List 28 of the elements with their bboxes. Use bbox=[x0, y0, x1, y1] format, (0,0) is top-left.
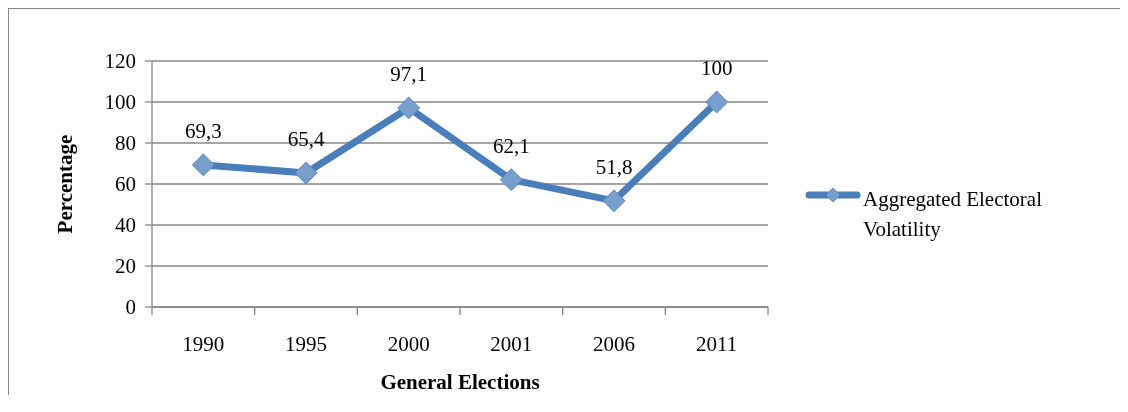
data-label: 65,4 bbox=[287, 126, 325, 151]
data-label: 62,1 bbox=[492, 133, 530, 158]
x-tick-label: 1995 bbox=[285, 331, 327, 356]
data-label: 69,3 bbox=[184, 118, 222, 143]
y-tick-label: 60 bbox=[115, 172, 136, 197]
data-label: 97,1 bbox=[390, 61, 428, 86]
x-axis-title: General Elections bbox=[380, 370, 540, 394]
data-label: 51,8 bbox=[595, 154, 633, 179]
x-tick-label: 1990 bbox=[182, 331, 225, 356]
point bbox=[397, 96, 421, 120]
point bbox=[602, 189, 626, 213]
x-tick-label: 2001 bbox=[490, 331, 533, 356]
point bbox=[705, 90, 729, 114]
y-axis-title: Percentage bbox=[53, 134, 77, 234]
point bbox=[294, 161, 318, 185]
y-tick-label: 40 bbox=[115, 213, 136, 238]
x-tick-label: 2011 bbox=[696, 331, 738, 356]
x-tick-label: 2006 bbox=[593, 331, 635, 356]
y-tick-label: 80 bbox=[115, 131, 136, 156]
y-tick-label: 100 bbox=[104, 90, 136, 115]
y-tick-label: 0 bbox=[125, 295, 136, 320]
point bbox=[499, 168, 523, 192]
legend-label: Aggregated Electoral Volatility bbox=[863, 186, 1043, 243]
x-tick-label: 2000 bbox=[387, 331, 430, 356]
point bbox=[191, 153, 215, 177]
y-tick-label: 120 bbox=[104, 49, 136, 74]
data-label: 100 bbox=[700, 56, 733, 80]
y-tick-label: 20 bbox=[115, 254, 136, 279]
